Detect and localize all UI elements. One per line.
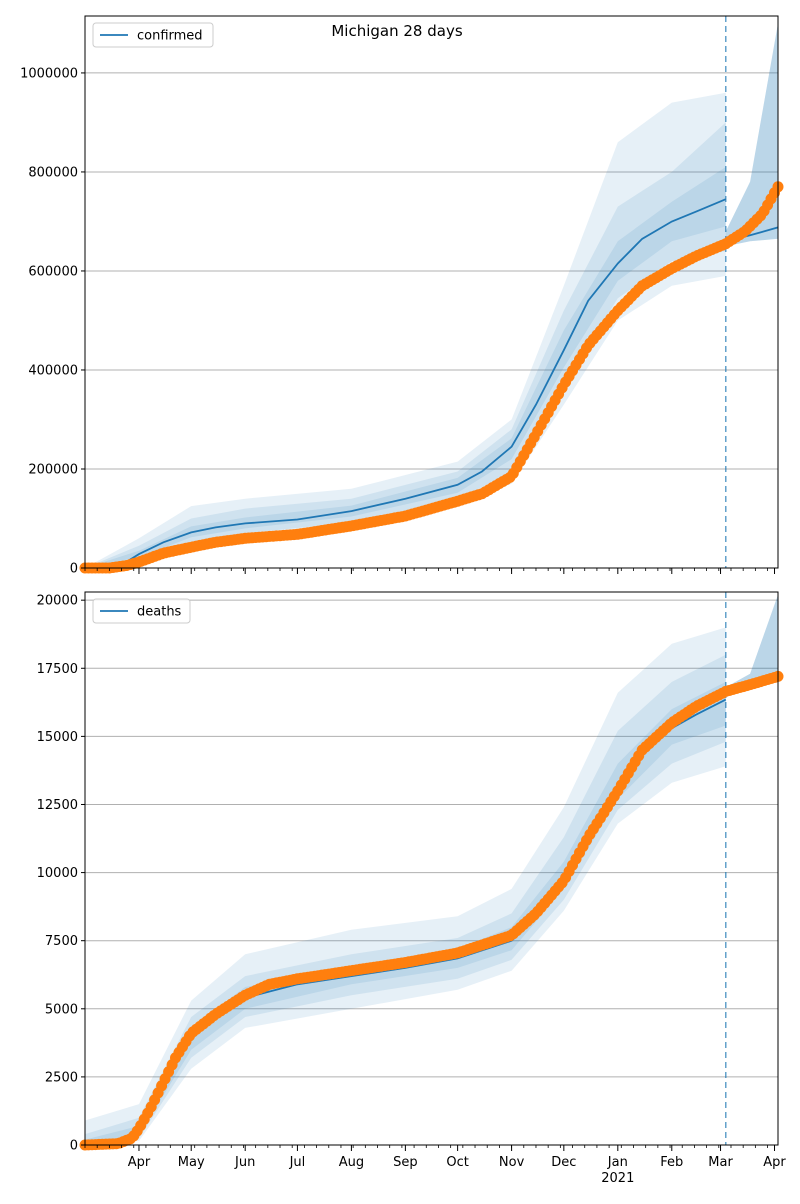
plot-frame (84, 15, 779, 569)
x-tick-label: Apr (128, 1155, 151, 1170)
x-tick-label: May (178, 1155, 205, 1170)
chart-panel-deaths: 0 2500 5000 7500 10000 12500 15000 17500 20000 Ap… (37, 591, 786, 1186)
y-tick-label: 800000 (28, 165, 78, 180)
forecast-band (725, 594, 778, 693)
forecast-band (725, 23, 778, 247)
x-tick-label: Sep (393, 1155, 418, 1170)
y-tick-label: 600000 (28, 264, 78, 279)
legend-confirmed: confirmed (92, 22, 214, 48)
x-tick-label: Oct (446, 1155, 468, 1170)
x-tick-label: Aug (339, 1155, 364, 1170)
x-tick-label: Dec (551, 1155, 576, 1170)
uncertainty-band-middle (85, 654, 726, 1145)
series-line-confirmed (84, 198, 727, 569)
y-tick-label: 1000000 (20, 66, 78, 81)
chart-title: Michigan 28 days (331, 22, 462, 40)
y-tick-label: 400000 (28, 363, 78, 378)
y-tick-label: 20000 (37, 594, 78, 609)
y-tick-label: 17500 (37, 662, 78, 677)
legend-deaths: deaths (92, 598, 191, 624)
legend-box (92, 22, 214, 48)
y-tick-label: 200000 (28, 462, 78, 477)
forecast-band (725, 23, 778, 247)
x-tick-label: Jul (289, 1155, 306, 1170)
legend-label: deaths (137, 605, 182, 620)
forecast-band (725, 594, 778, 693)
x-year-label: 2021 (601, 1171, 634, 1186)
plot-frame (84, 591, 779, 1146)
y-tick-label: 5000 (45, 1002, 78, 1017)
y-tick-label: 2500 (45, 1070, 78, 1085)
y-tick-label: 0 (70, 562, 78, 577)
x-tick-label: Jun (234, 1155, 255, 1170)
y-tick-label: 0 (70, 1139, 78, 1154)
y-tick-label: 7500 (45, 934, 78, 949)
legend-box (92, 598, 191, 624)
y-tick-label: 10000 (37, 866, 78, 881)
forecast-band (725, 23, 778, 247)
x-tick-label: Feb (660, 1155, 683, 1170)
legend-label: confirmed (137, 29, 203, 44)
x-tick-label: Apr (763, 1155, 786, 1170)
x-tick-label: Nov (499, 1155, 525, 1170)
y-tick-label: 15000 (37, 730, 78, 745)
chart-panel-confirmed: 0 200000 400000 600000 800000 1000000 confirme… (20, 15, 784, 577)
x-tick-label: Mar (708, 1155, 733, 1170)
uncertainty-band-outer (85, 627, 726, 1145)
forecast-band (725, 594, 778, 693)
x-tick-label: Jan (607, 1155, 628, 1170)
y-tick-label: 12500 (37, 798, 78, 813)
